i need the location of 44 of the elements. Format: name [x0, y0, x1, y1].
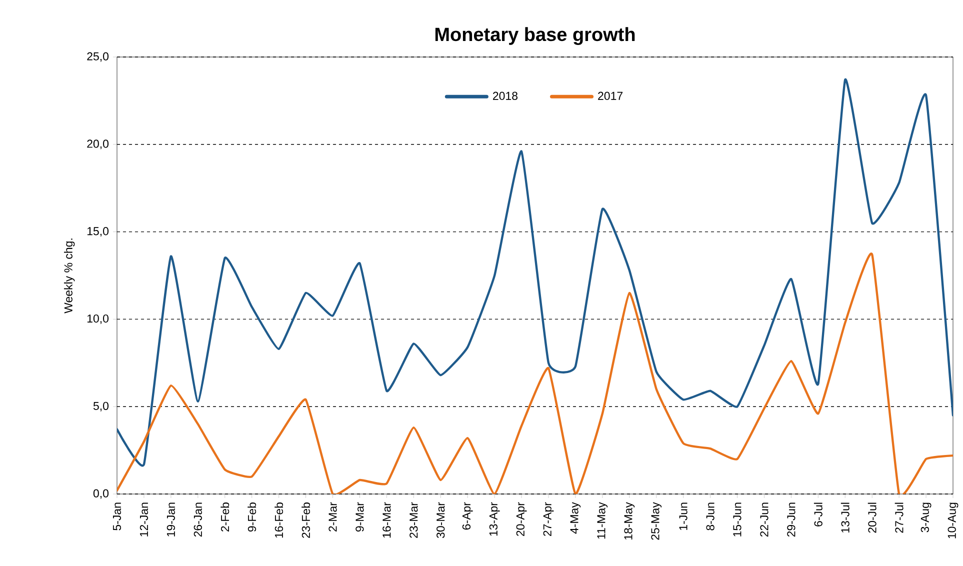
x-tick-label: 30-Mar	[436, 502, 445, 538]
legend-label: 2017	[598, 92, 623, 100]
x-tick-label: 2-Feb	[220, 502, 230, 532]
y-tick-label: 20,0	[87, 140, 109, 150]
x-tick-label: 16-Feb	[274, 502, 284, 538]
x-tick-label: 26-Jan	[194, 502, 202, 537]
x-tick-label: 27-Apr	[543, 502, 554, 536]
x-tick-label: 4-May	[570, 502, 581, 534]
x-tick-label: 6-Jul	[814, 502, 822, 526]
x-tick-label: 18-May	[624, 502, 635, 540]
x-tick-label: 3-Aug	[920, 502, 932, 532]
line-series	[117, 253, 954, 494]
x-tick-label: 6-Apr	[462, 502, 473, 530]
x-tick-label: 9-Feb	[248, 502, 256, 532]
chart-title: Monetary base growth	[435, 27, 635, 45]
y-tick-label: 10,0	[87, 314, 109, 324]
y-tick-label: 5,0	[93, 402, 109, 412]
x-tick-label: 19-Jan	[166, 502, 176, 536]
x-tick-label: 5-Jan	[113, 502, 122, 530]
x-tick-label: 11-May	[597, 502, 608, 539]
x-tick-label: 27-Jul	[894, 502, 904, 533]
y-tick-label: 25,0	[87, 52, 109, 62]
x-tick-label: 22-Jun	[760, 502, 768, 537]
x-tick-label: 29-Jun	[787, 502, 796, 537]
x-tick-label: 20-Apr	[516, 502, 527, 536]
x-tick-label: 23-Feb	[302, 502, 310, 538]
x-tick-label: 10-Aug	[948, 502, 958, 538]
y-axis-title: Weekly % chg.	[64, 238, 75, 314]
y-tick-label: 15,0	[87, 227, 109, 237]
x-tick-label: 8-Jun	[706, 502, 714, 530]
x-tick-label: 9-Mar	[356, 502, 364, 532]
x-tick-label: 2-Mar	[328, 502, 337, 532]
x-tick-label: 23-Mar	[410, 502, 418, 538]
x-tick-label: 12-Jan	[140, 502, 148, 536]
x-tick-label: 20-Jul	[868, 502, 876, 533]
x-tick-label: 15-Jun	[733, 502, 742, 536]
x-tick-label: 25-May	[651, 502, 662, 540]
x-tick-label: 16-Mar	[382, 502, 391, 538]
legend-label: 2018	[493, 92, 518, 100]
x-tick-label: 13-Apr	[489, 502, 500, 536]
y-tick-label: 0,0	[93, 489, 109, 499]
x-tick-label: 13-Jul	[840, 502, 850, 532]
x-tick-label: 1-Jun	[679, 502, 688, 530]
line-series	[117, 78, 954, 466]
